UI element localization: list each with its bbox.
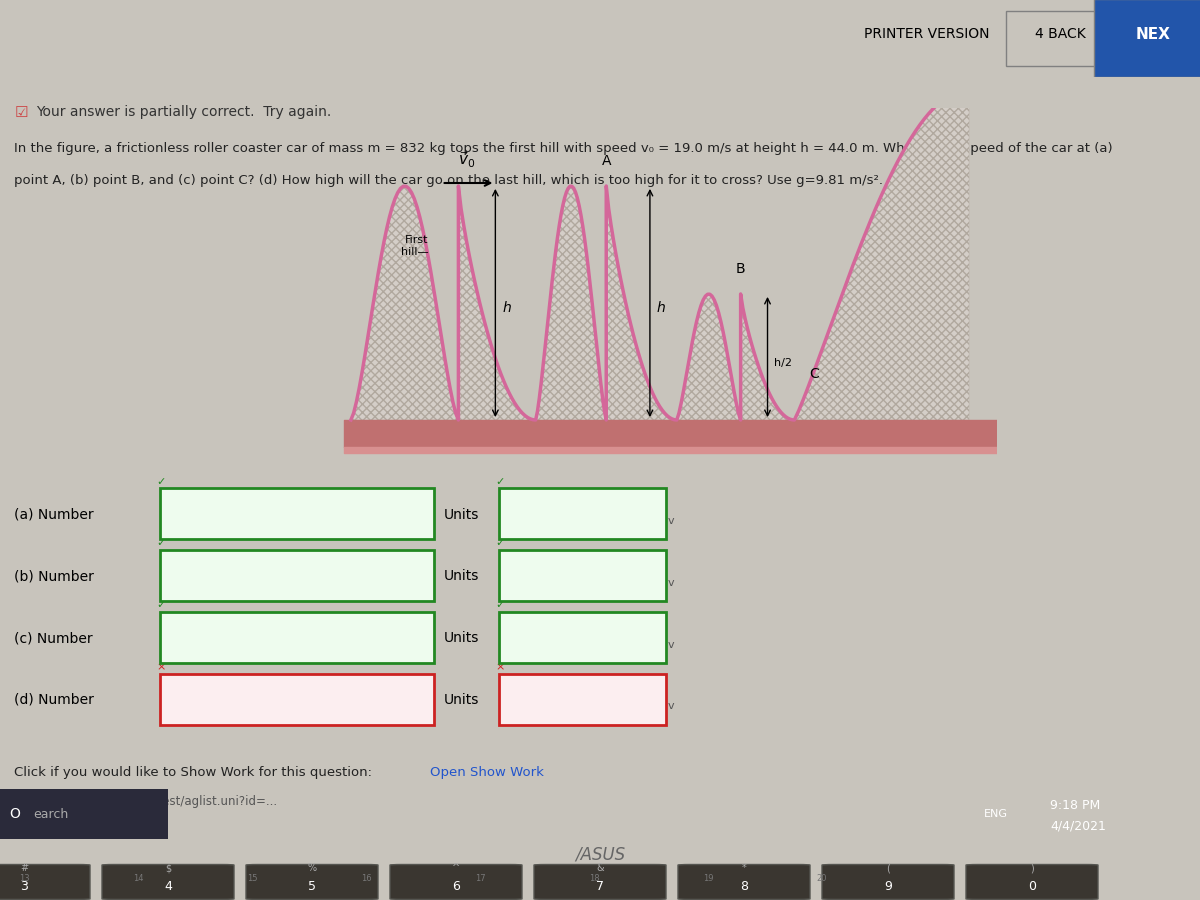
FancyBboxPatch shape — [390, 865, 522, 899]
FancyBboxPatch shape — [822, 865, 954, 899]
Text: 16: 16 — [361, 874, 371, 883]
Text: gen/shared/assignment/test/aglist.uni?id=...: gen/shared/assignment/test/aglist.uni?id… — [14, 795, 277, 807]
Text: Open Show Work: Open Show Work — [430, 766, 544, 778]
Text: point A, (b) point B, and (c) point C? (d) How high will the car go on the last : point A, (b) point B, and (c) point C? (… — [14, 174, 883, 186]
Text: 7: 7 — [596, 880, 604, 893]
Text: 0: 0 — [1028, 880, 1036, 893]
Text: v: v — [667, 640, 674, 650]
Text: 6: 6 — [452, 880, 460, 893]
Text: $\vec{v}_0$: $\vec{v}_0$ — [458, 149, 475, 170]
Text: /ASUS: /ASUS — [575, 845, 625, 863]
Text: (d) Number: (d) Number — [14, 693, 95, 706]
Text: 17: 17 — [475, 874, 485, 883]
FancyBboxPatch shape — [0, 865, 90, 899]
Text: m/s: m/s — [510, 632, 535, 646]
Text: h/2: h/2 — [774, 358, 792, 368]
Text: m/s: m/s — [510, 508, 535, 522]
Text: 9:18 PM: 9:18 PM — [1050, 798, 1100, 812]
Text: 15: 15 — [247, 874, 257, 883]
Text: #: # — [20, 863, 28, 873]
Text: &: & — [596, 863, 604, 873]
FancyBboxPatch shape — [678, 865, 810, 899]
Text: ): ) — [1030, 863, 1034, 873]
Text: 19: 19 — [170, 508, 188, 522]
Text: h: h — [656, 301, 665, 315]
Text: ✓: ✓ — [156, 477, 166, 487]
Text: (a) Number: (a) Number — [14, 508, 94, 522]
FancyBboxPatch shape — [1094, 0, 1200, 77]
Text: m/s: m/s — [510, 571, 535, 584]
Text: 18: 18 — [589, 874, 599, 883]
FancyBboxPatch shape — [499, 612, 666, 662]
Text: (b) Number: (b) Number — [14, 570, 95, 583]
Text: ✓: ✓ — [156, 600, 166, 610]
Text: O: O — [10, 807, 20, 821]
Text: ×: × — [156, 662, 166, 672]
Text: (c) Number: (c) Number — [14, 631, 94, 645]
Text: (: ( — [886, 863, 890, 873]
Text: First
hill—: First hill— — [401, 235, 428, 256]
Text: 4/4/2021: 4/4/2021 — [1050, 820, 1106, 832]
Text: 28.15: 28.15 — [170, 571, 210, 584]
Text: Units: Units — [444, 693, 479, 706]
FancyBboxPatch shape — [160, 673, 434, 725]
FancyBboxPatch shape — [246, 865, 378, 899]
Text: 9: 9 — [884, 880, 892, 893]
Text: Units: Units — [444, 631, 479, 645]
FancyBboxPatch shape — [1006, 11, 1116, 66]
Text: ✓: ✓ — [496, 477, 505, 487]
Text: 4 BACK: 4 BACK — [1036, 27, 1086, 41]
Text: A: A — [601, 154, 611, 168]
FancyBboxPatch shape — [160, 550, 434, 601]
Text: B: B — [736, 262, 745, 276]
Bar — [0, 789, 168, 839]
FancyBboxPatch shape — [160, 612, 434, 662]
Text: Units: Units — [444, 570, 479, 583]
Text: v: v — [667, 517, 674, 526]
Text: h: h — [502, 301, 511, 315]
Text: earch: earch — [34, 807, 68, 821]
Text: $: $ — [164, 863, 172, 873]
Text: 8: 8 — [740, 880, 748, 893]
Text: Click if you would like to Show Work for this question:: Click if you would like to Show Work for… — [14, 766, 372, 778]
FancyBboxPatch shape — [966, 865, 1098, 899]
Text: ✓: ✓ — [496, 538, 505, 548]
FancyBboxPatch shape — [102, 865, 234, 899]
Text: *: * — [742, 863, 746, 873]
FancyBboxPatch shape — [499, 550, 666, 601]
Text: v: v — [667, 578, 674, 588]
Text: 3: 3 — [20, 880, 28, 893]
Text: PRINTER VERSION: PRINTER VERSION — [864, 27, 990, 41]
Text: 13: 13 — [19, 874, 29, 883]
Text: ^: ^ — [452, 863, 460, 873]
Text: %: % — [307, 863, 317, 873]
Text: 14: 14 — [133, 874, 143, 883]
Text: 4: 4 — [164, 880, 172, 893]
Text: Units: Units — [444, 508, 479, 522]
Text: 20: 20 — [817, 874, 827, 883]
Text: Your answer is partially correct.  Try again.: Your answer is partially correct. Try ag… — [36, 105, 331, 120]
Text: 35: 35 — [170, 632, 188, 646]
FancyBboxPatch shape — [534, 865, 666, 899]
Text: ENG: ENG — [984, 809, 1008, 819]
FancyBboxPatch shape — [160, 488, 434, 539]
Text: ☑: ☑ — [14, 105, 28, 121]
Text: In the figure, a frictionless roller coaster car of mass m = 832 kg tops the fir: In the figure, a frictionless roller coa… — [14, 142, 1114, 156]
Text: v: v — [667, 701, 674, 712]
Text: 19: 19 — [703, 874, 713, 883]
Text: 5: 5 — [308, 880, 316, 893]
FancyBboxPatch shape — [499, 673, 666, 725]
Text: ✓: ✓ — [156, 538, 166, 548]
Text: NEX: NEX — [1135, 27, 1171, 42]
FancyBboxPatch shape — [499, 488, 666, 539]
Text: ×: × — [496, 662, 505, 672]
Text: C: C — [810, 367, 820, 381]
Text: ✓: ✓ — [496, 600, 505, 610]
